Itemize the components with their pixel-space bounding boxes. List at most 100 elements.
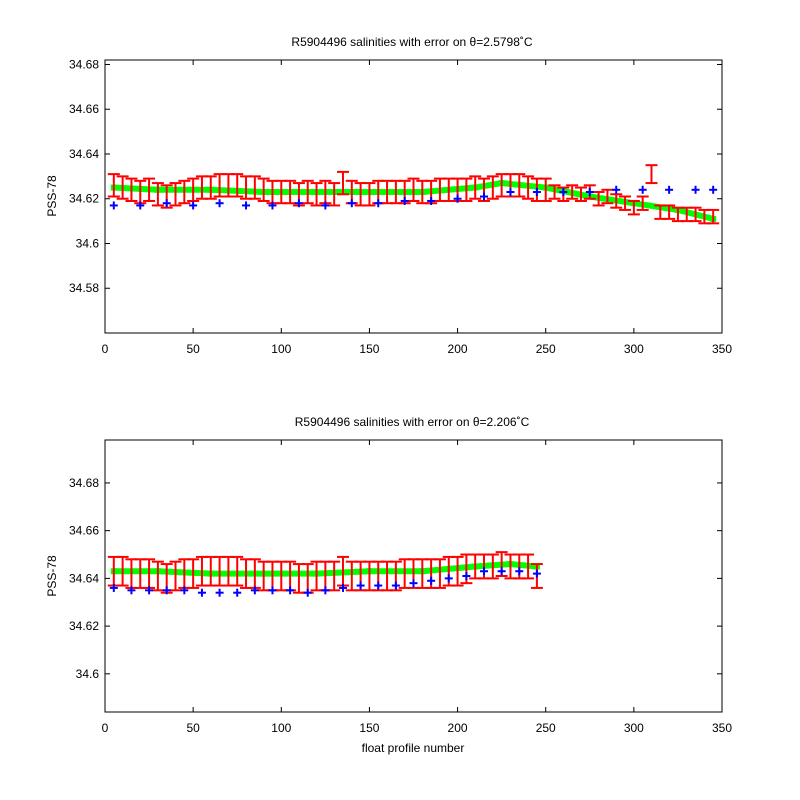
bottom-chart-ylabel: PSS-78 [45, 555, 59, 597]
bottom-chart-red-series [107, 551, 543, 594]
top-chart-blue-point [585, 188, 594, 197]
top-chart-blue-point [532, 188, 541, 197]
bottom-chart-xtick-label: 150 [359, 721, 379, 735]
bottom-chart-red-errorbar [486, 553, 499, 580]
top-chart-red-errorbar [548, 184, 561, 200]
top-chart-blue-point [268, 201, 277, 210]
top-chart-blue-point [347, 199, 356, 208]
bottom-chart-blue-point [127, 586, 136, 595]
bottom-chart-blue-point [338, 583, 347, 592]
bottom-chart-red-errorbar [451, 555, 464, 587]
top-chart-red-errorbar [689, 206, 702, 223]
bottom-chart-blue-point [197, 588, 206, 597]
bottom-chart-blue-point [515, 567, 524, 576]
bottom-chart-blue-point [356, 581, 365, 590]
top-chart-blue-series [109, 185, 718, 210]
bottom-chart-blue-point [427, 576, 436, 585]
bottom-chart-blue-point [268, 586, 277, 595]
top-chart-blue-point [559, 188, 568, 197]
bottom-chart-blue-series [109, 567, 541, 597]
top-chart-red-errorbar [619, 195, 632, 211]
top-chart-blue-point [294, 199, 303, 208]
top-chart-ticks: 0 50 100 150 200 250 300 350 34.58 34.6 34.62 34.64… [69, 57, 732, 356]
top-chart-blue-point [612, 185, 621, 194]
top-chart-red-errorbar [301, 179, 314, 205]
top-chart-red-errorbar [204, 175, 217, 200]
bottom-chart-blue-point [215, 588, 224, 597]
top-chart-red-errorbar [125, 177, 138, 202]
top-chart-ytick-label: 34.62 [69, 192, 99, 206]
top-chart-red-errorbar [636, 195, 649, 211]
top-chart-blue-point [400, 196, 409, 205]
bottom-chart-blue-point [497, 567, 506, 576]
bottom-chart-xtick-label: 50 [186, 721, 200, 735]
bottom-chart-ytick-label: 34.66 [69, 524, 99, 538]
top-chart-red-errorbar [169, 182, 182, 207]
bottom-chart-panel: R5904496 salinities with error on θ=2.20… [45, 415, 732, 755]
top-chart-blue-point [215, 199, 224, 208]
bottom-chart-blue-point [532, 569, 541, 578]
top-chart-xtick-label: 100 [271, 342, 291, 356]
bottom-chart-red-errorbar [187, 558, 200, 589]
bottom-chart-blue-point [303, 588, 312, 597]
top-chart-red-errorbar [513, 173, 526, 198]
top-chart-red-errorbar [592, 191, 605, 207]
top-chart-panel: R5904496 salinities with error on θ=2.57… [45, 35, 732, 356]
top-chart-blue-point [691, 185, 700, 194]
top-chart-red-errorbar [610, 193, 623, 209]
top-chart-red-errorbar [627, 199, 640, 216]
top-chart-xtick-label: 150 [359, 342, 379, 356]
top-chart-red-errorbar [601, 188, 614, 205]
top-chart-red-errorbar [328, 182, 341, 207]
top-chart-blue-point [506, 188, 515, 197]
top-chart-blue-point [453, 194, 462, 203]
bottom-chart-xlabel: float profile number [362, 741, 465, 755]
top-chart-xtick-label: 300 [624, 342, 644, 356]
top-chart-red-errorbar [663, 204, 676, 220]
bottom-chart-xtick-label: 200 [448, 721, 468, 735]
top-chart-red-errorbar [522, 175, 535, 200]
top-chart-ytick-label: 34.58 [69, 281, 99, 295]
top-chart-red-errorbar [151, 182, 164, 207]
top-chart-red-errorbar [539, 177, 552, 202]
top-chart-xtick-label: 0 [102, 342, 109, 356]
bottom-chart-blue-point [180, 586, 189, 595]
bottom-chart-blue-point [250, 586, 259, 595]
bottom-chart-blue-point [109, 583, 118, 592]
bottom-chart-blue-point [462, 572, 471, 580]
top-chart-red-errorbar [460, 177, 473, 202]
bottom-chart-ytick-label: 34.62 [69, 619, 99, 633]
top-chart-red-errorbar [107, 173, 120, 198]
top-chart-red-errorbar [336, 170, 349, 196]
top-chart-red-errorbar [574, 186, 587, 202]
top-chart-red-errorbar [231, 173, 244, 198]
top-chart-red-errorbar [645, 164, 658, 185]
top-chart-red-errorbar [284, 179, 297, 205]
top-chart-xtick-label: 50 [186, 342, 200, 356]
top-chart-blue-point [321, 201, 330, 210]
top-chart-ylabel: PSS-78 [45, 175, 59, 217]
bottom-chart-title: R5904496 salinities with error on θ=2.20… [295, 415, 530, 429]
top-chart-title: R5904496 salinities with error on θ=2.57… [291, 35, 532, 49]
top-chart-xtick-label: 350 [712, 342, 732, 356]
bottom-chart-blue-point [374, 581, 383, 590]
top-chart-blue-point [162, 199, 171, 208]
bottom-chart-xtick-label: 250 [536, 721, 556, 735]
top-chart-blue-point [638, 185, 647, 194]
top-chart-blue-point [109, 201, 118, 210]
bottom-chart-blue-point [391, 581, 400, 590]
bottom-chart-xtick-label: 300 [624, 721, 644, 735]
top-chart-blue-point [665, 185, 674, 194]
top-chart-red-errorbar [486, 175, 499, 200]
top-chart-red-errorbar [363, 182, 376, 207]
top-chart-ytick-label: 34.66 [69, 102, 99, 116]
top-chart-red-errorbar [178, 179, 191, 205]
top-chart-blue-point [374, 199, 383, 208]
bottom-chart-ticks: 0 50 100 150 200 250 300 350 34.6 34.62 34.64 34.66… [69, 440, 732, 735]
top-chart-red-errorbar [143, 177, 156, 202]
bottom-chart-red-errorbar [151, 560, 164, 592]
bottom-chart-red-errorbar [169, 560, 182, 592]
bottom-chart-blue-point [233, 588, 242, 597]
bottom-chart-xtick-label: 350 [712, 721, 732, 735]
top-chart-red-errorbar [257, 177, 270, 202]
